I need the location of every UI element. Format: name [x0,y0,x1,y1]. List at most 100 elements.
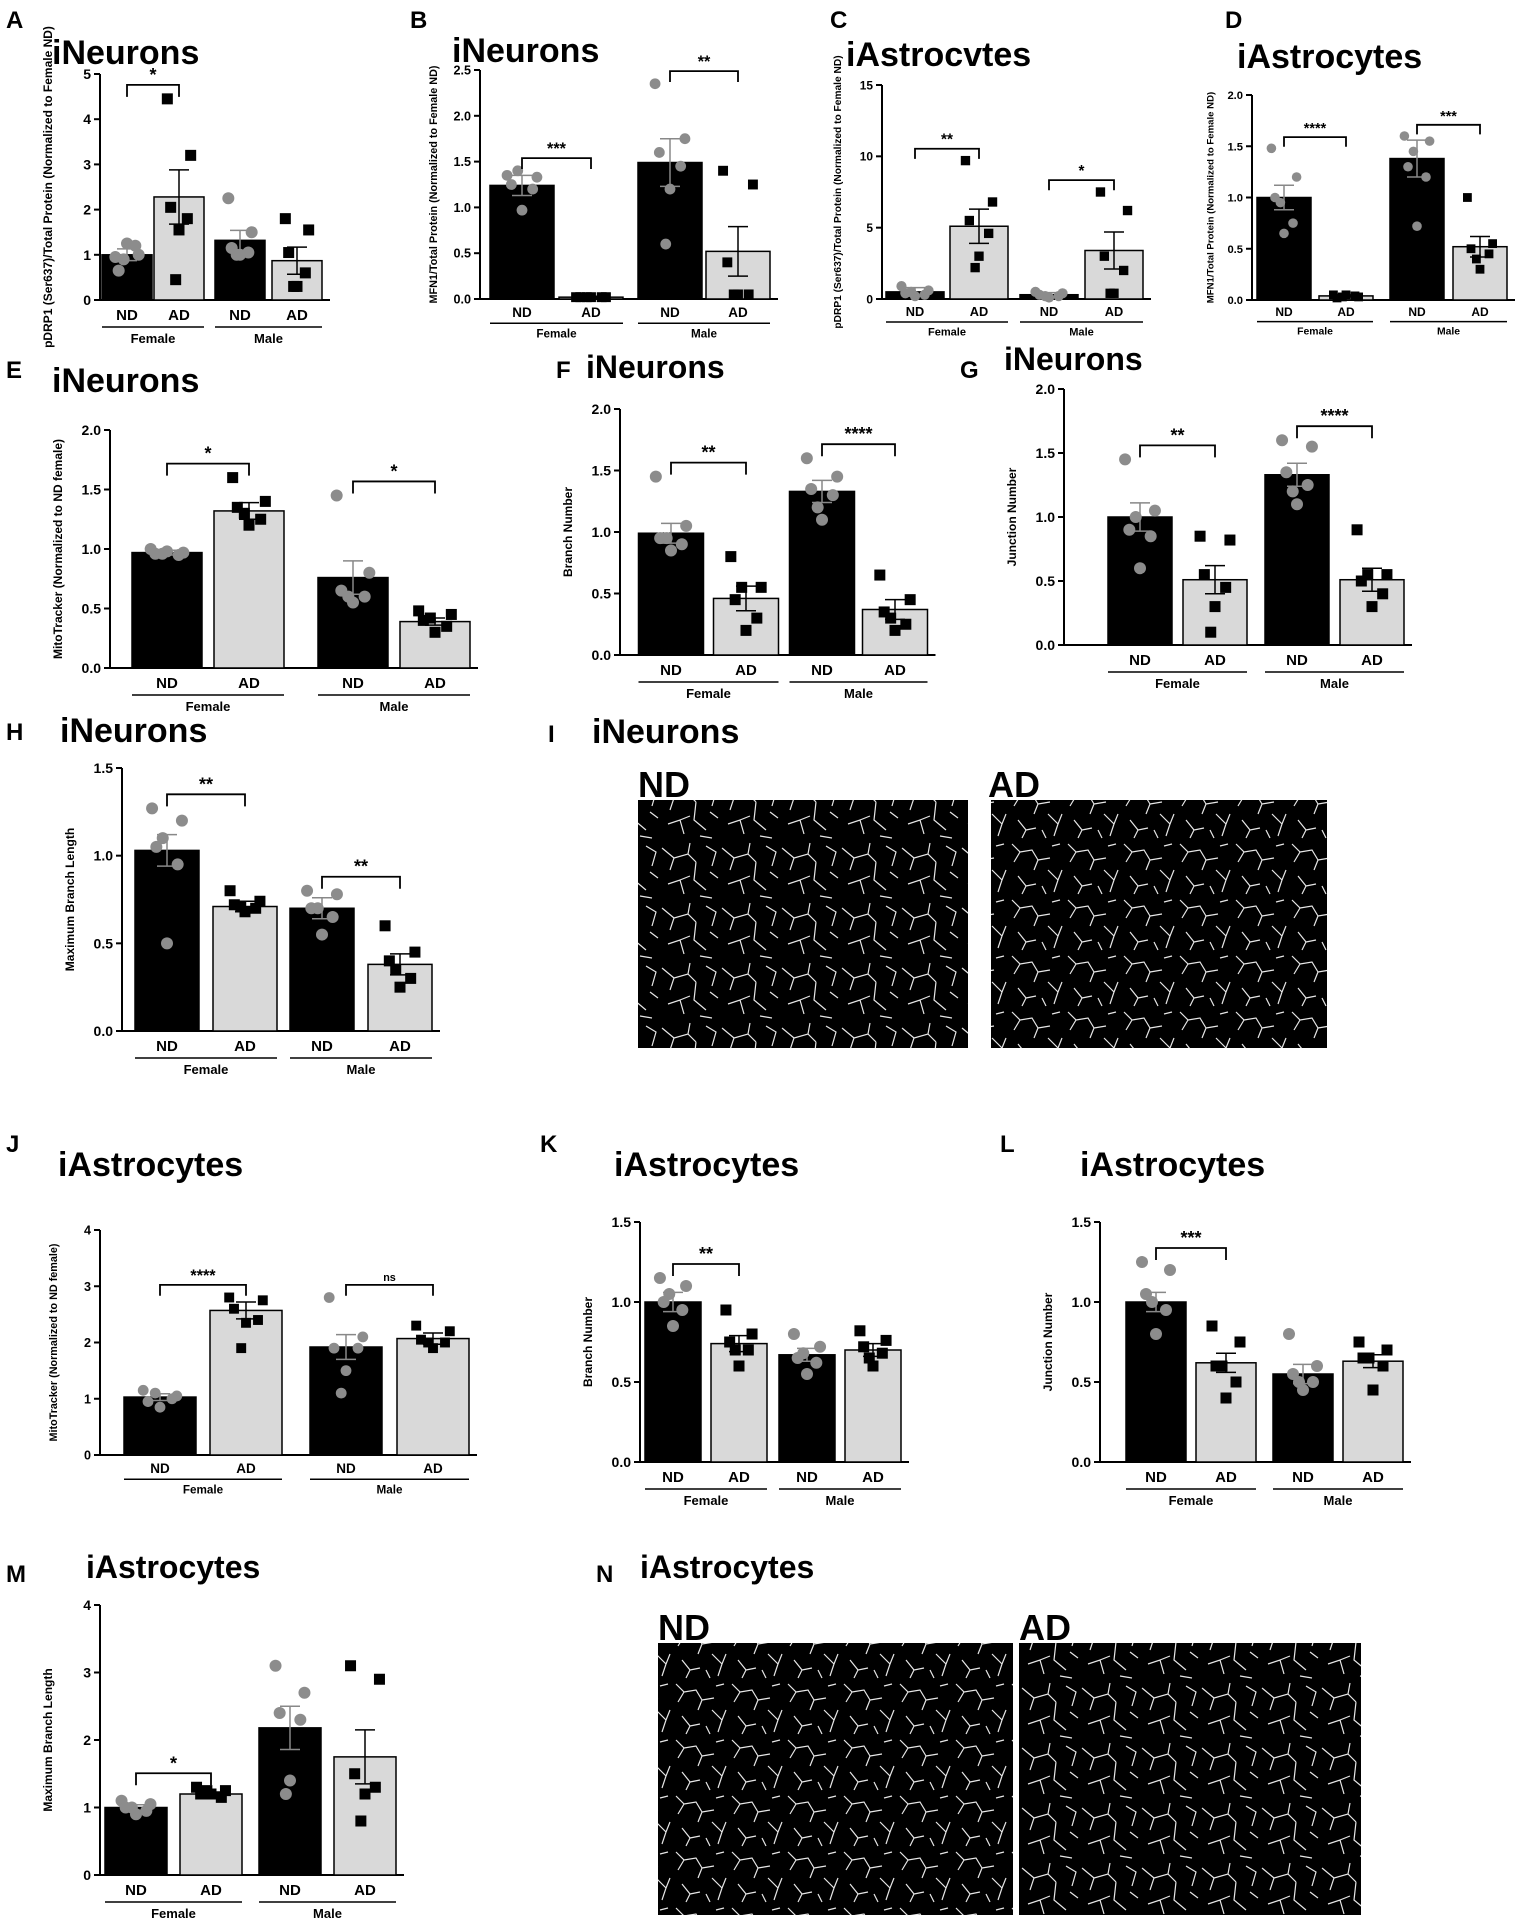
y-tick-label: 0 [866,292,873,306]
y-axis-label: Branch Number [561,487,575,577]
x-tick-label: AD [200,1882,222,1899]
data-point [904,594,916,606]
data-point [889,624,901,636]
data-point [161,93,173,105]
panel-letter-G: G [960,357,979,384]
x-tick-label: AD [1361,652,1383,669]
data-point [660,238,672,250]
data-point [288,280,300,292]
y-tick-label: 1.5 [592,463,612,479]
data-point [355,1815,367,1827]
data-point [146,802,159,815]
data-point [154,1401,166,1413]
significance-bracket [1416,123,1481,135]
chart-title: iNeurons [52,362,199,400]
data-point [1293,1376,1305,1388]
image-label-ad: AD [1019,1607,1071,1648]
data-point [444,1326,455,1337]
data-point [236,1343,247,1354]
bar [396,1337,470,1456]
bar [258,1727,322,1876]
data-point [1040,291,1051,302]
data-point [445,608,457,620]
skeleton-overlay-nd [658,1643,1013,1915]
x-tick-label: ND [1408,305,1426,319]
data-point [728,289,739,300]
panel-letter-L: L [1000,1131,1015,1158]
y-tick-label: 1 [84,1392,91,1406]
significance-bracket [1155,1247,1227,1260]
data-point [960,155,971,166]
data-point [195,1788,207,1800]
data-point [373,1673,385,1685]
bar [213,510,285,669]
data-point [1421,172,1431,182]
data-point [1355,575,1367,587]
significance-label: ** [701,443,715,463]
data-point [1209,601,1221,613]
significance-bracket [672,1263,740,1276]
data-point [231,501,243,513]
panel-letter-H: H [6,719,23,746]
data-point [747,179,758,190]
bar [289,907,355,1032]
data-point [349,1768,361,1780]
data-point [1377,1360,1389,1372]
x-tick-label: AD [735,662,757,679]
data-point [1160,1304,1172,1316]
data-point [863,1352,875,1364]
bar [179,1793,243,1876]
y-tick-label: 1.5 [1072,1214,1092,1230]
data-point [219,1785,231,1797]
group-label: Male [1324,1493,1353,1508]
data-point [874,569,886,581]
x-tick-label: ND [156,675,178,692]
data-point [394,981,406,993]
bar [1256,196,1312,301]
chart-title: iNeurons [60,712,207,750]
data-point [1164,1264,1176,1276]
significance-bracket [1139,444,1216,458]
x-tick-label: ND [906,304,924,319]
data-point [724,1336,736,1348]
data-point [581,292,592,303]
x-tick-label: AD [238,675,260,692]
y-tick-label: 1.0 [1072,1294,1092,1310]
y-tick-label: 1 [83,1800,91,1816]
group-label: Female [686,686,731,701]
data-point [885,612,897,624]
data-point [1466,244,1476,254]
x-tick-label: ND [1129,652,1151,669]
data-point [301,884,314,897]
data-point [316,928,328,941]
data-point [1353,1336,1365,1348]
data-point [787,1328,800,1340]
image-panel-I: I iNeurons ND AD [548,713,1327,1048]
data-point [1150,1328,1162,1340]
y-tick-label: 0.5 [1072,1374,1092,1390]
y-tick-label: 1.5 [94,760,114,776]
data-point [1367,1384,1379,1396]
x-tick-label: ND [156,1038,178,1055]
data-point [335,1387,347,1399]
data-point [229,1303,239,1314]
bar [1125,1301,1187,1463]
data-point [878,606,890,618]
data-point [919,289,930,300]
data-point [357,1331,369,1343]
data-point [1350,291,1360,301]
y-tick-label: 2.0 [1227,90,1243,102]
data-point [1234,1336,1246,1348]
data-point [1377,588,1389,600]
x-tick-label: ND [336,1461,356,1476]
significance-label: * [149,65,156,85]
bar [1107,516,1173,646]
y-axis-label: Maximum Branch Length [41,1668,55,1811]
y-tick-label: 0.5 [1036,573,1056,589]
data-point [227,472,239,484]
group-label: Female [131,331,176,346]
data-point [1472,254,1481,264]
